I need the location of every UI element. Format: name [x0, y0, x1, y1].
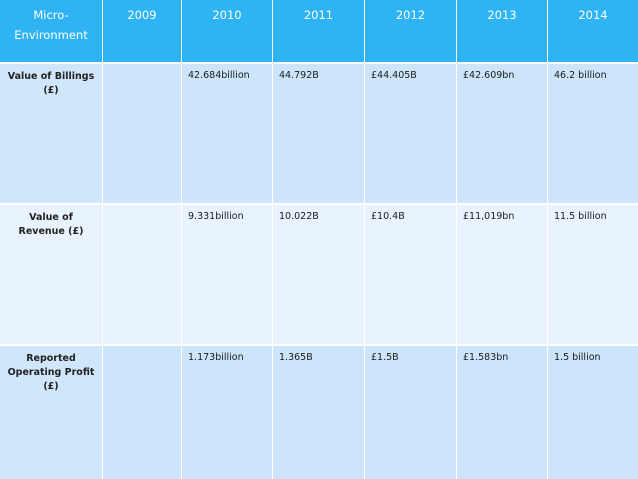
row-divider — [0, 203, 638, 205]
header-2014: 2014 — [547, 0, 638, 62]
header-2013: 2013 — [456, 0, 547, 62]
table-cell: 9.331billion — [181, 205, 272, 344]
row-label-operating-profit: Reported Operating Profit (£) — [0, 346, 102, 479]
table-cell — [102, 205, 181, 344]
table-cell: 1.173billion — [181, 346, 272, 479]
table-cell: 46.2 billion — [547, 64, 638, 203]
row-label-billings: Value of Billings (£) — [0, 64, 102, 203]
table-cell: 11.5 billion — [547, 205, 638, 344]
table-cell — [102, 346, 181, 479]
row-divider — [0, 344, 638, 346]
table-cell: £10.4B — [364, 205, 456, 344]
table-cell: £1.583bn — [456, 346, 547, 479]
table-cell: 44.792B — [272, 64, 364, 203]
table-cell: £1.5B — [364, 346, 456, 479]
table-cell — [102, 64, 181, 203]
header-2012: 2012 — [364, 0, 456, 62]
header-2011: 2011 — [272, 0, 364, 62]
header-micro-environment: Micro- Environment — [0, 0, 102, 62]
table-cell: £44.405B — [364, 64, 456, 203]
table-cell: 10.022B — [272, 205, 364, 344]
table-cell: 42.684billion — [181, 64, 272, 203]
table-cell: 1.365B — [272, 346, 364, 479]
table-cell: £11,019bn — [456, 205, 547, 344]
table-cell: £42.609bn — [456, 64, 547, 203]
row-divider — [0, 62, 638, 64]
row-label-revenue: Value of Revenue (£) — [0, 205, 102, 344]
header-2009: 2009 — [102, 0, 181, 62]
header-2010: 2010 — [181, 0, 272, 62]
table-cell: 1.5 billion — [547, 346, 638, 479]
